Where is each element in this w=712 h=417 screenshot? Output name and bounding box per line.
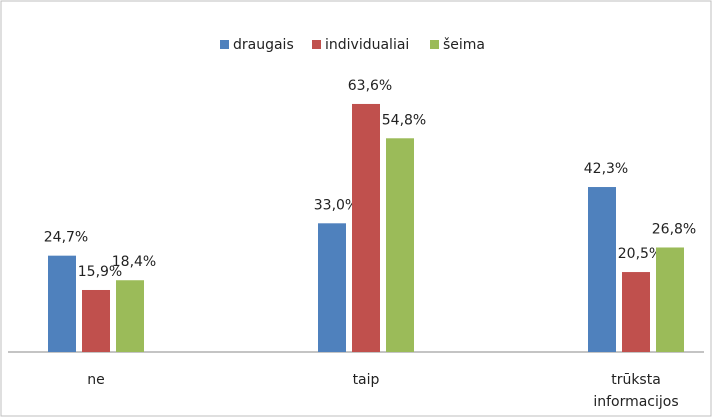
value-label: 18,4% <box>112 254 156 270</box>
legend-swatch <box>220 40 229 49</box>
value-label: 33,0% <box>314 197 358 213</box>
bar <box>82 289 110 352</box>
value-label: 26,8% <box>652 221 696 237</box>
value-label: 20,5% <box>618 246 662 262</box>
bar <box>386 138 414 352</box>
legend-label: šeima <box>443 37 485 53</box>
x-tick-label: taip <box>353 372 380 388</box>
value-label: 15,9% <box>78 264 122 280</box>
bar <box>48 255 76 352</box>
bar <box>622 272 650 352</box>
value-label: 24,7% <box>44 230 88 246</box>
bar <box>318 223 346 352</box>
bar <box>588 187 616 352</box>
value-label: 42,3% <box>584 161 628 177</box>
legend-label: individualiai <box>325 37 409 53</box>
bar <box>352 103 380 353</box>
bar <box>656 247 684 352</box>
legend-swatch <box>312 40 321 49</box>
x-tick-label: trūksta informacijos <box>593 372 678 410</box>
x-tick-label: ne <box>87 372 105 388</box>
value-label: 63,6% <box>348 78 392 94</box>
legend-label: draugais <box>233 37 294 53</box>
legend-swatch <box>430 40 439 49</box>
bar <box>116 280 144 352</box>
value-label: 54,8% <box>382 112 426 128</box>
